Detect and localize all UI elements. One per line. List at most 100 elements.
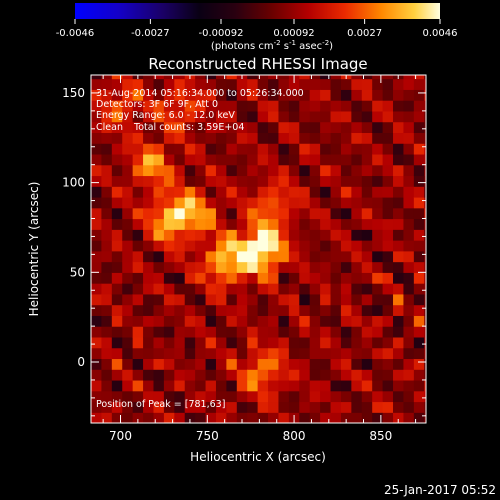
- image-pixel: [184, 132, 196, 144]
- image-pixel: [393, 401, 405, 413]
- image-pixel: [413, 89, 425, 101]
- image-pixel: [195, 75, 207, 80]
- image-pixel: [184, 89, 196, 101]
- image-pixel: [132, 175, 144, 187]
- image-pixel: [257, 153, 269, 166]
- image-pixel: [278, 207, 290, 220]
- image-pixel: [101, 401, 113, 413]
- image-pixel: [174, 358, 186, 370]
- image-pixel: [309, 304, 321, 316]
- image-pixel: [111, 240, 123, 252]
- image-pixel: [424, 390, 426, 403]
- image-pixel: [330, 347, 342, 360]
- image-pixel: [278, 326, 290, 338]
- image-pixel: [153, 250, 165, 263]
- image-pixel: [413, 315, 425, 327]
- image-pixel: [247, 175, 259, 187]
- image-pixel: [424, 132, 426, 144]
- image-pixel: [382, 347, 394, 360]
- image-pixel: [361, 110, 373, 123]
- image-pixel: [257, 379, 269, 392]
- image-pixel: [132, 229, 144, 241]
- image-pixel: [132, 293, 144, 306]
- image-pixel: [340, 401, 352, 413]
- image-pixel: [163, 390, 175, 403]
- image-pixel: [91, 78, 103, 90]
- image-pixel: [393, 240, 405, 252]
- image-pixel: [382, 304, 394, 316]
- image-pixel: [101, 207, 113, 220]
- image-pixel: [413, 78, 425, 90]
- image-pixel: [132, 336, 144, 349]
- image-pixel: [91, 336, 103, 349]
- image-pixel: [226, 121, 238, 134]
- image-pixel: [153, 379, 165, 392]
- image-pixel: [309, 369, 321, 381]
- image-pixel: [330, 143, 342, 155]
- image-pixel: [215, 110, 227, 123]
- image-pixel: [122, 100, 134, 112]
- image-pixel: [340, 250, 352, 263]
- image-pixel: [320, 110, 332, 123]
- image-pixel: [403, 164, 415, 177]
- image-pixel: [330, 75, 342, 80]
- image-pixel: [236, 100, 248, 112]
- image-pixel: [330, 78, 342, 90]
- image-pixel: [351, 369, 363, 381]
- image-pixel: [330, 250, 342, 263]
- image-pixel: [257, 336, 269, 349]
- image-pixel: [195, 186, 207, 198]
- image-pixel: [205, 121, 217, 134]
- image-pixel: [247, 75, 259, 80]
- image-pixel: [132, 121, 144, 134]
- image-pixel: [205, 390, 217, 403]
- image-pixel: [320, 89, 332, 101]
- image-pixel: [299, 369, 311, 381]
- x-tick-label: 800: [283, 429, 306, 443]
- image-pixel: [299, 240, 311, 252]
- image-pixel: [393, 369, 405, 381]
- image-pixel: [236, 229, 248, 241]
- image-pixel: [257, 186, 269, 198]
- image-pixel: [91, 304, 103, 316]
- plot-frame: [90, 74, 427, 424]
- image-pixel: [122, 153, 134, 166]
- image-pixel: [226, 207, 238, 220]
- image-pixel: [351, 358, 363, 370]
- image-pixel: [278, 347, 290, 360]
- image-pixel: [320, 390, 332, 403]
- image-pixel: [413, 250, 425, 263]
- image-pixel: [320, 347, 332, 360]
- y-tick-label: 50: [70, 265, 85, 279]
- image-pixel: [268, 390, 280, 403]
- image-pixel: [403, 272, 415, 284]
- image-pixel: [351, 304, 363, 316]
- image-pixel: [163, 121, 175, 134]
- image-pixel: [153, 110, 165, 123]
- image-pixel: [382, 153, 394, 166]
- image-pixel: [330, 229, 342, 241]
- image-pixel: [382, 358, 394, 370]
- image-pixel: [111, 315, 123, 327]
- image-pixel: [91, 164, 103, 177]
- image-pixel: [413, 196, 425, 209]
- image-pixel: [174, 207, 186, 220]
- image-pixel: [299, 250, 311, 263]
- x-tick-label: 750: [196, 429, 219, 443]
- image-pixel: [111, 347, 123, 360]
- image-pixel: [299, 347, 311, 360]
- image-pixel: [226, 78, 238, 90]
- image-pixel: [226, 261, 238, 273]
- image-pixel: [257, 110, 269, 123]
- image-pixel: [257, 250, 269, 263]
- image-pixel: [195, 240, 207, 252]
- image-pixel: [174, 250, 186, 263]
- image-pixel: [288, 304, 300, 316]
- image-pixel: [153, 121, 165, 134]
- chart-title: Reconstructed RHESSI Image: [148, 55, 367, 73]
- image-pixel: [413, 75, 425, 80]
- image-pixel: [372, 75, 384, 80]
- image-pixel: [413, 283, 425, 295]
- image-pixel: [278, 283, 290, 295]
- image-pixel: [195, 401, 207, 413]
